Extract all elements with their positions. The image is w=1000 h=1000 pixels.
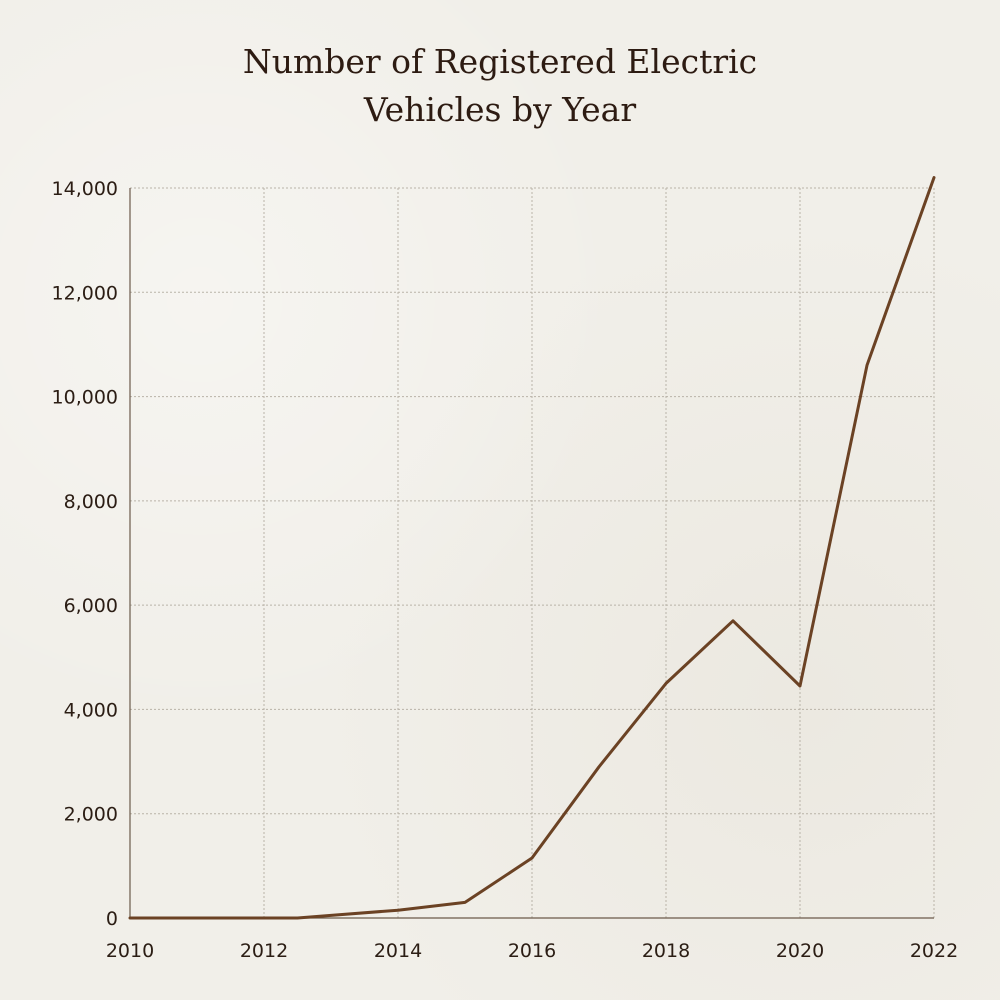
x-tick-label: 2018 xyxy=(642,940,690,962)
y-tick-label: 0 xyxy=(106,908,118,930)
y-tick-label: 10,000 xyxy=(52,387,118,409)
y-tick-label: 4,000 xyxy=(64,699,118,721)
x-tick-label: 2022 xyxy=(910,940,958,962)
y-tick-label: 14,000 xyxy=(52,178,118,200)
x-tick-label: 2010 xyxy=(106,940,154,962)
x-tick-label: 2016 xyxy=(508,940,556,962)
y-tick-label: 12,000 xyxy=(52,282,118,304)
y-tick-label: 6,000 xyxy=(64,595,118,617)
y-tick-label: 8,000 xyxy=(64,491,118,513)
x-tick-label: 2014 xyxy=(374,940,422,962)
grid xyxy=(130,187,935,918)
y-tick-label: 2,000 xyxy=(64,804,118,826)
chart-title-line-1: Number of Registered Electric xyxy=(242,42,758,81)
y-axis-tick-labels: 0 2,000 4,000 6,000 8,000 10,000 12,000 14,000 xyxy=(52,178,118,930)
x-tick-label: 2020 xyxy=(776,940,824,962)
series xyxy=(128,176,936,920)
series-line xyxy=(128,176,936,920)
chart-title-line-2: Vehicles by Year xyxy=(363,90,637,129)
x-tick-label: 2012 xyxy=(240,940,288,962)
x-axis-tick-labels: 2010 2012 2014 2016 2018 2020 2022 xyxy=(106,940,958,962)
chart-title: Number of Registered Electric Vehicles b… xyxy=(0,38,1000,134)
